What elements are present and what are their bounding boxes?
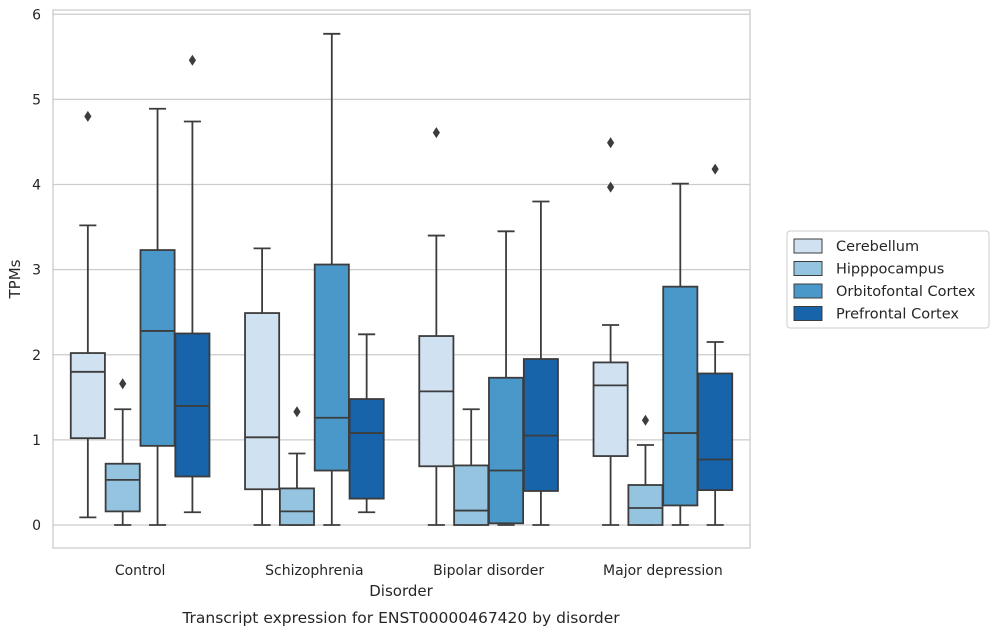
y-tick-label: 0 [32,518,41,534]
x-tick-labels: Control Schizophrenia Bipolar disorder Majo… [115,563,723,579]
outlier-point [84,110,92,122]
box-prefrontal-cortex [697,163,734,526]
outlier-point [641,414,650,426]
legend-frame [786,230,990,329]
box-cerebellum [418,127,455,526]
box-body [104,462,141,513]
box-body [244,312,281,491]
box-cerebellum [69,110,106,519]
x-axis-label: Disorder [369,582,433,600]
box-body [348,398,385,500]
box-body [697,372,734,492]
box-hipppocampus [453,408,490,526]
y-tick-label: 1 [32,433,41,449]
legend-swatch [793,238,823,254]
box-body [139,249,176,447]
y-tick-label: 5 [32,92,41,108]
box-body [488,376,525,525]
legend-swatch [793,283,823,299]
box-body [418,335,455,468]
box-orbitofontal-cortex [313,32,350,526]
x-tick-label: Bipolar disorder [433,563,544,579]
x-tick-label: Schizophrenia [265,563,363,579]
box-body [662,285,699,507]
box-orbitofontal-cortex [139,107,176,526]
box-prefrontal-cortex [348,333,385,514]
box-body [522,358,559,492]
box-body [627,484,664,526]
box-body [313,263,350,472]
y-tick-label: 2 [32,348,41,364]
outlier-point [188,54,196,66]
box-body [453,464,490,526]
y-tick-label: 3 [32,263,41,279]
legend: Cerebellum Hipppocampus Orbitofontal Corte… [786,230,990,329]
y-tick-label: 6 [32,7,41,23]
outlier-point [607,137,615,149]
box-body [278,487,315,526]
outlier-point [293,406,301,418]
y-tick-labels: 0 1 2 3 4 5 6 [32,7,41,534]
legend-label: Cerebellum [836,239,919,255]
legend-label: Orbitofontal Cortex [836,284,976,300]
legend-label: Prefrontal Cortex [836,307,959,323]
box-body [69,352,106,440]
boxes [69,32,734,526]
outlier-point [119,378,127,390]
outlier-point [711,163,719,175]
box-cerebellum [592,137,629,526]
box-prefrontal-cortex [522,200,559,526]
box-hipppocampus [104,378,141,526]
outlier-point [432,127,440,139]
chart-caption: Transcript expression for ENST0000046742… [181,609,620,627]
box-hipppocampus [627,414,664,526]
legend-swatch [793,306,823,321]
box-orbitofontal-cortex [488,230,525,526]
box-orbitofontal-cortex [662,182,699,526]
box-prefrontal-cortex [174,54,211,514]
outlier-point [607,181,615,193]
box-body [592,361,629,457]
x-tick-label: Control [115,563,166,579]
y-axis-label: TPMs [6,259,24,299]
plot-frame [52,9,751,549]
y-tick-label: 4 [32,178,41,194]
x-tick-label: Major depression [603,563,723,579]
legend-label: Hipppocampus [836,262,944,278]
legend-swatch [793,261,823,276]
box-hipppocampus [278,406,315,526]
box-cerebellum [244,247,281,526]
